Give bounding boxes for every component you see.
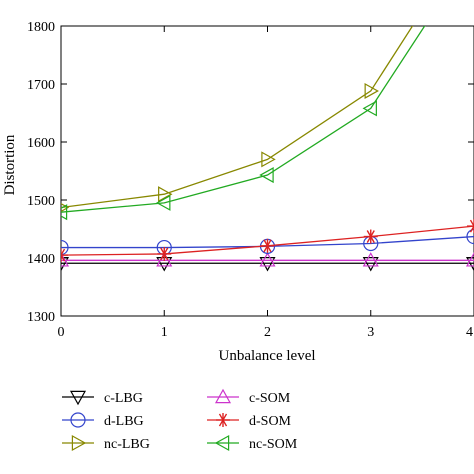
legend-marker-c-som	[214, 388, 232, 404]
legend-item-d-lbg: d-LBG	[62, 412, 144, 429]
y-tick-label: 1300	[27, 310, 55, 325]
series-c-som	[61, 252, 474, 267]
legend-item-nc-lbg: nc-LBG	[62, 434, 150, 452]
data-point-c-lbg	[61, 257, 70, 272]
data-point-c-lbg	[465, 257, 474, 272]
legend: c-LBG c-SOM d-LBG d-SOM nc-LBG nc-SOM	[62, 388, 298, 452]
y-tick-label: 1400	[27, 252, 55, 267]
y-axis-label: Distortion	[2, 134, 18, 195]
legend-marker-nc-lbg	[71, 434, 87, 452]
legend-item-nc-som: nc-SOM	[207, 434, 298, 452]
data-point-nc-som	[156, 194, 171, 211]
y-tick-label: 1600	[27, 136, 55, 151]
series-nc-lbg	[61, 26, 414, 213]
data-point-c-lbg	[362, 257, 379, 272]
data-point-c-som	[61, 252, 70, 267]
x-tick-label: 3	[367, 325, 374, 340]
legend-item-c-som: c-SOM	[207, 388, 291, 406]
data-point-d-som	[157, 246, 172, 261]
x-tick-label: 1	[161, 325, 168, 340]
legend-label: nc-SOM	[249, 437, 298, 452]
x-tick-label: 0	[58, 325, 65, 340]
legend-marker-d-lbg	[70, 412, 86, 428]
data-point-d-som	[363, 229, 378, 244]
data-point-d-lbg	[466, 228, 474, 245]
data-point-nc-lbg	[158, 186, 173, 203]
data-point-c-som	[259, 252, 276, 267]
legend-label: d-SOM	[249, 414, 292, 429]
data-point-d-som	[61, 248, 68, 263]
data-point-nc-som	[61, 204, 68, 221]
data-point-d-som	[260, 238, 275, 253]
data-point-nc-lbg	[364, 82, 379, 99]
y-tick-label: 1800	[27, 20, 55, 35]
legend-marker-d-som	[216, 413, 230, 427]
legend-label: c-SOM	[249, 391, 291, 406]
legend-label: c-LBG	[104, 391, 143, 406]
data-point-nc-lbg	[61, 202, 70, 213]
series-d-som	[61, 219, 474, 263]
x-tick-label: 2	[264, 325, 271, 340]
y-tick-label: 1500	[27, 194, 55, 209]
legend-marker-c-lbg	[69, 390, 87, 406]
series-line-nc-lbg	[61, 26, 414, 209]
data-point-nc-som	[362, 100, 377, 117]
series-line-nc-som	[61, 26, 426, 213]
series-c-lbg	[61, 257, 474, 272]
series-nc-som	[61, 26, 426, 221]
y-tick-label: 1700	[27, 78, 55, 93]
data-point-nc-lbg	[261, 151, 276, 168]
data-point-c-lbg	[259, 257, 276, 272]
data-point-nc-som	[259, 167, 274, 184]
data-point-c-som	[465, 252, 474, 267]
x-tick-label: 4	[466, 325, 473, 340]
data-point-d-lbg	[61, 239, 69, 256]
legend-marker-nc-som	[214, 434, 230, 452]
legend-item-d-som: d-SOM	[207, 413, 292, 429]
legend-item-c-lbg: c-LBG	[62, 390, 143, 406]
legend-label: nc-LBG	[104, 437, 150, 452]
data-point-c-som	[362, 252, 379, 267]
legend-label: d-LBG	[104, 414, 144, 429]
x-axis-label: Unbalance level	[218, 348, 315, 364]
data-point-d-som	[467, 219, 474, 234]
